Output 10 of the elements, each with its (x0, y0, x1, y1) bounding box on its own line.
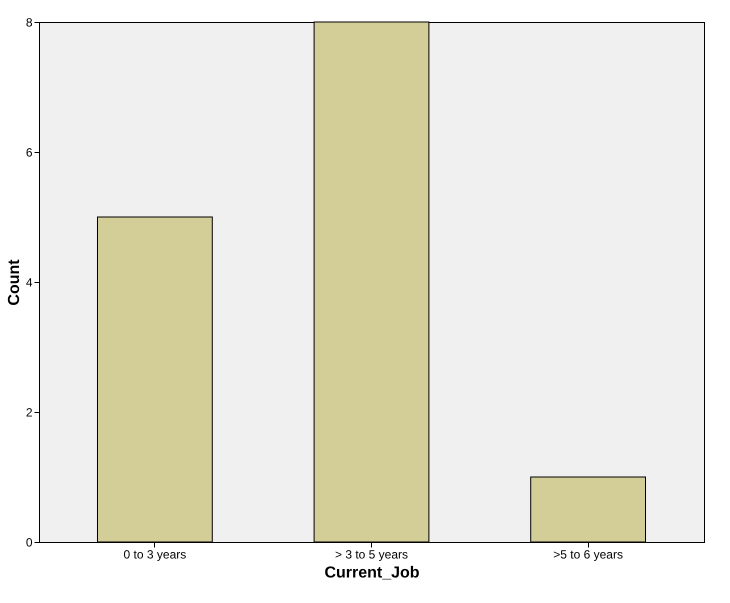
x-tick-label: 0 to 3 years (124, 548, 186, 562)
y-tick-label: 0 (26, 536, 33, 550)
y-tick-label: 2 (26, 406, 33, 420)
y-tick-label: 6 (26, 146, 33, 160)
y-axis-title: Count (6, 258, 23, 306)
x-axis-title: Current_Job (324, 564, 420, 582)
y-tick-label: 8 (26, 16, 33, 30)
x-tick-label: >5 to 6 years (553, 548, 623, 562)
y-tick-label: 4 (26, 276, 33, 290)
x-tick-label: > 3 to 5 years (334, 548, 408, 562)
